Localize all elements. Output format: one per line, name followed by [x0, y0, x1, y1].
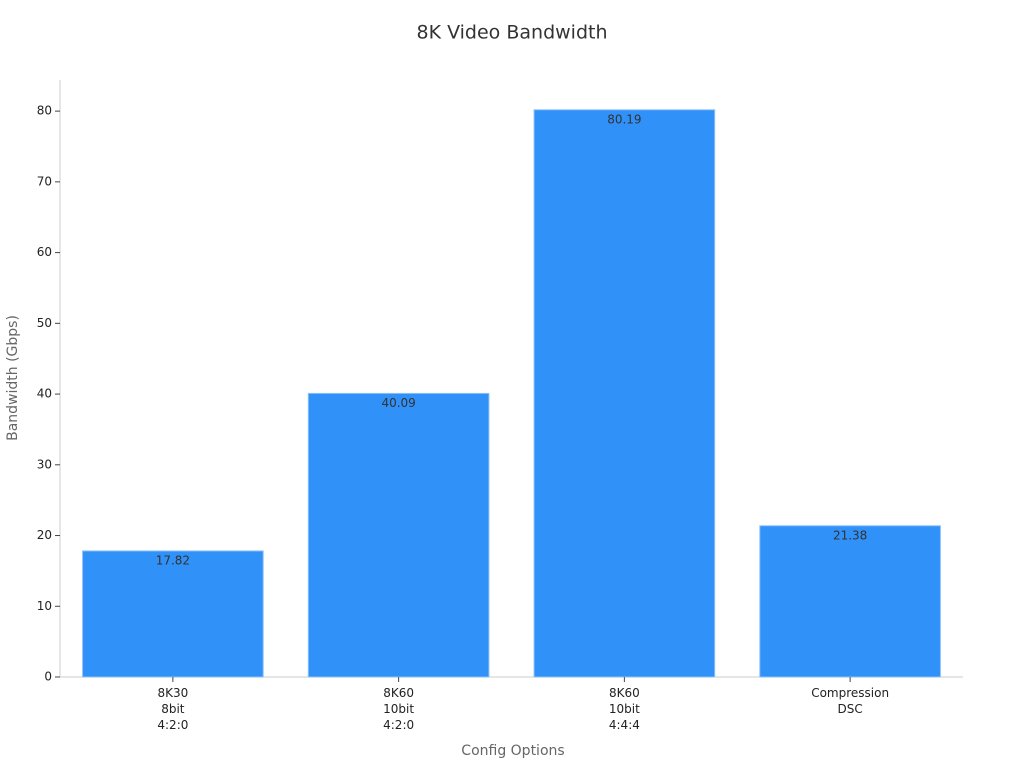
- bar: [759, 525, 941, 678]
- y-tick-label: 80: [37, 104, 52, 118]
- x-tick-label-line: 8bit: [161, 702, 185, 716]
- value-label: 40.09: [381, 396, 415, 410]
- x-tick-label-line: 8K60: [383, 686, 414, 700]
- value-label: 80.19: [607, 112, 641, 126]
- y-tick-label: 0: [44, 670, 52, 684]
- y-tick-label: 10: [37, 599, 52, 613]
- chart-title: 8K Video Bandwidth: [416, 22, 607, 44]
- y-axis-title: Bandwidth (Gbps): [5, 315, 21, 441]
- x-tick-label: 8K60 10bit 4:4:4: [609, 686, 640, 732]
- y-tick-label: 70: [37, 174, 52, 188]
- x-tick-label-line: DSC: [838, 702, 863, 716]
- x-tick-label-line: 4:2:0: [157, 718, 188, 732]
- x-tick-label-line: 8K30: [157, 686, 188, 700]
- bar: [307, 392, 490, 678]
- x-tick-label-line: 4:4:4: [609, 718, 640, 732]
- x-tick-label: 8K30 8bit 4:2:0: [157, 686, 188, 732]
- x-tick-label-line: Compression: [811, 686, 889, 700]
- y-tick-label: 30: [37, 457, 52, 471]
- value-label: 17.82: [156, 553, 190, 567]
- x-tick-label: 8K60 10bit 4:2:0: [383, 686, 414, 732]
- x-tick-label-line: 8K60: [609, 686, 640, 700]
- bar: [82, 550, 264, 678]
- y-tick-label: 50: [37, 316, 52, 330]
- y-tick-label: 60: [37, 245, 52, 259]
- bar: [533, 109, 716, 678]
- y-tick-label: 40: [37, 387, 52, 401]
- value-label: 21.38: [833, 528, 867, 542]
- y-tick-label: 20: [37, 528, 52, 542]
- x-tick-label-line: 10bit: [383, 702, 414, 716]
- x-tick-label-line: 4:2:0: [383, 718, 414, 732]
- x-tick-label-line: 10bit: [609, 702, 640, 716]
- x-axis-title: Config Options: [461, 743, 564, 759]
- x-tick-label: Compression DSC: [811, 686, 889, 716]
